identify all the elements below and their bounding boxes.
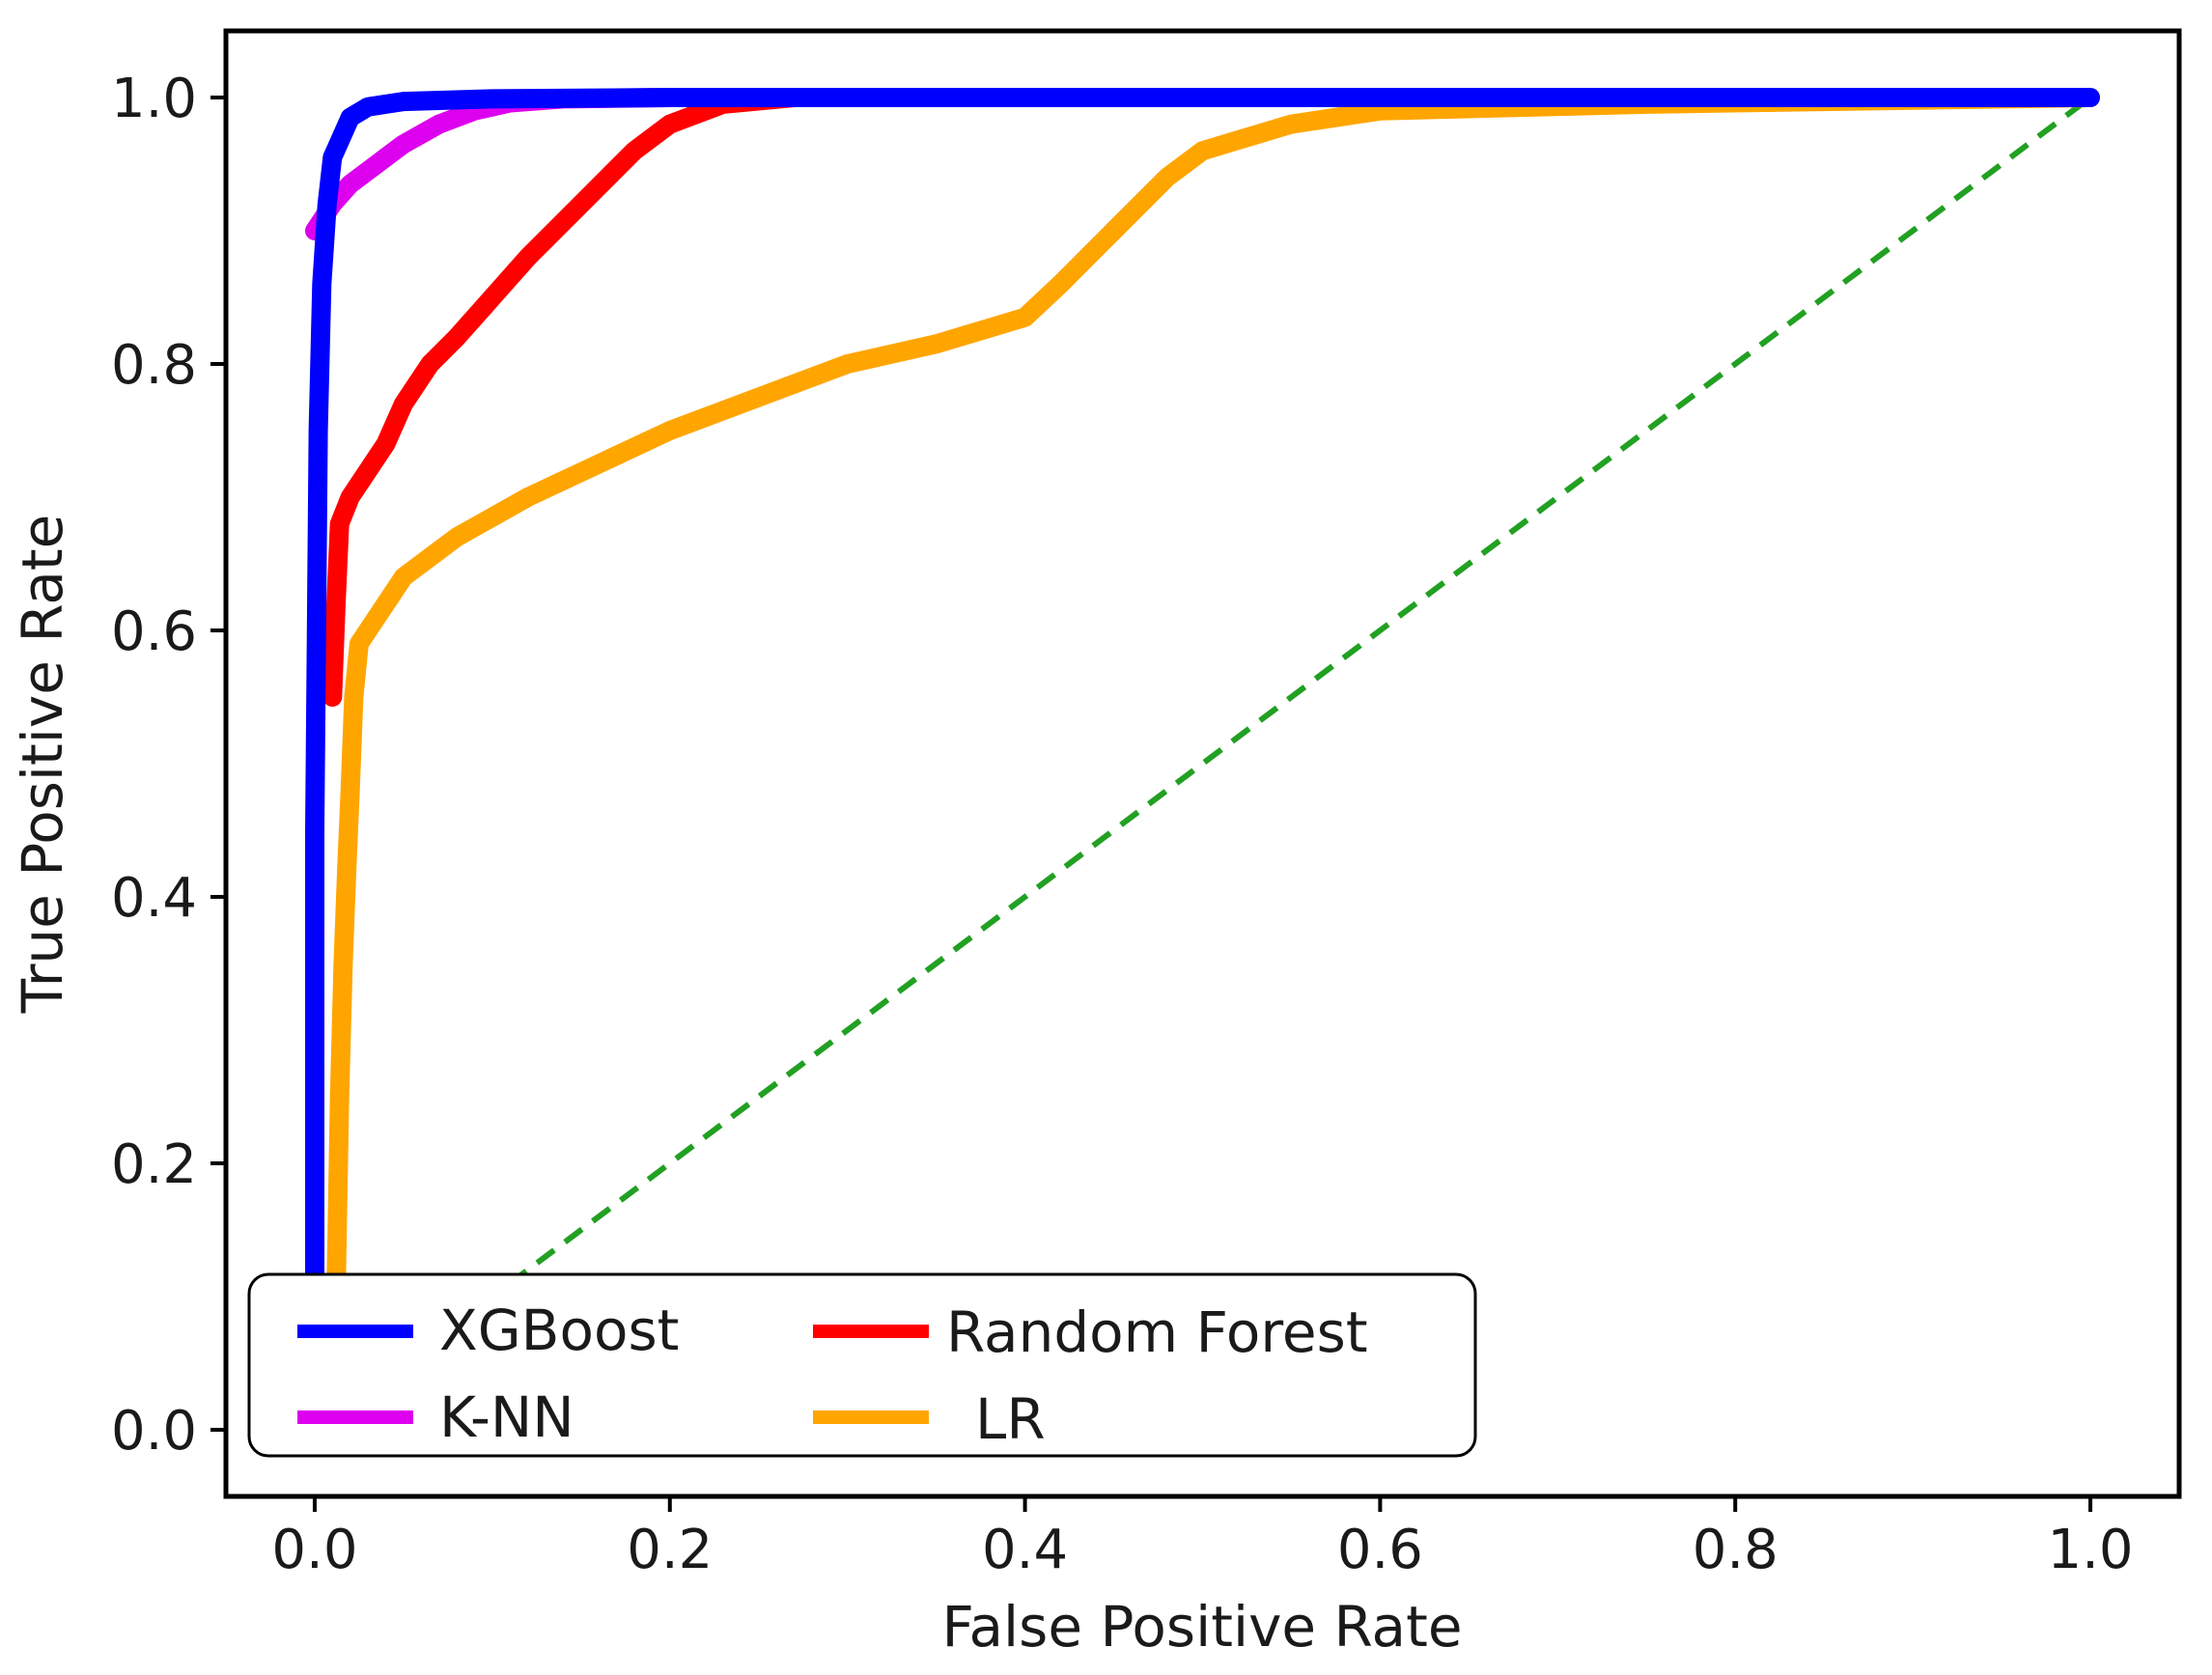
legend-label-lr: LR — [975, 1386, 1046, 1452]
x-tick-label: 0.6 — [1337, 1519, 1423, 1581]
legend-label-xgboost: XGBoost — [439, 1298, 679, 1363]
x-tick-label: 1.0 — [2048, 1519, 2134, 1581]
series-layer — [305, 88, 2100, 1433]
plot-frame — [223, 28, 2182, 1499]
legend-box — [247, 1272, 1477, 1458]
y-tick-label: 1.0 — [111, 68, 197, 130]
y-axis-label: True Positive Rate — [10, 515, 75, 1015]
series-line-lr — [326, 88, 2100, 1306]
legend-label-random-forest: Random Forest — [946, 1299, 1368, 1365]
x-tick-label: 0.8 — [1693, 1519, 1778, 1581]
x-axis-label: False Positive Rate — [941, 1594, 1462, 1660]
y-tick-label: 0.6 — [111, 600, 197, 663]
x-tick-label: 0.2 — [627, 1519, 713, 1581]
chance-diagonal-line — [313, 95, 2092, 1433]
legend-label-knn: K-NN — [439, 1384, 574, 1450]
series-line-xgboost — [305, 88, 2100, 1306]
y-tick-label: 0.0 — [111, 1400, 197, 1463]
y-tick-label: 0.4 — [111, 867, 197, 930]
y-tick-label: 0.2 — [111, 1133, 197, 1196]
legend: XGBoost K-NN Random Forest LR — [247, 1272, 1477, 1458]
x-tick-label: 0.4 — [982, 1519, 1068, 1581]
x-tick-label: 0.0 — [271, 1519, 357, 1581]
y-tick-label: 0.8 — [111, 334, 197, 397]
tick-layer: 0.0 0.2 0.4 0.6 0.8 1.0 0.0 0.2 0.4 0.6 0.8 1.0 — [111, 68, 2134, 1581]
series-line-random-forest — [322, 88, 804, 707]
